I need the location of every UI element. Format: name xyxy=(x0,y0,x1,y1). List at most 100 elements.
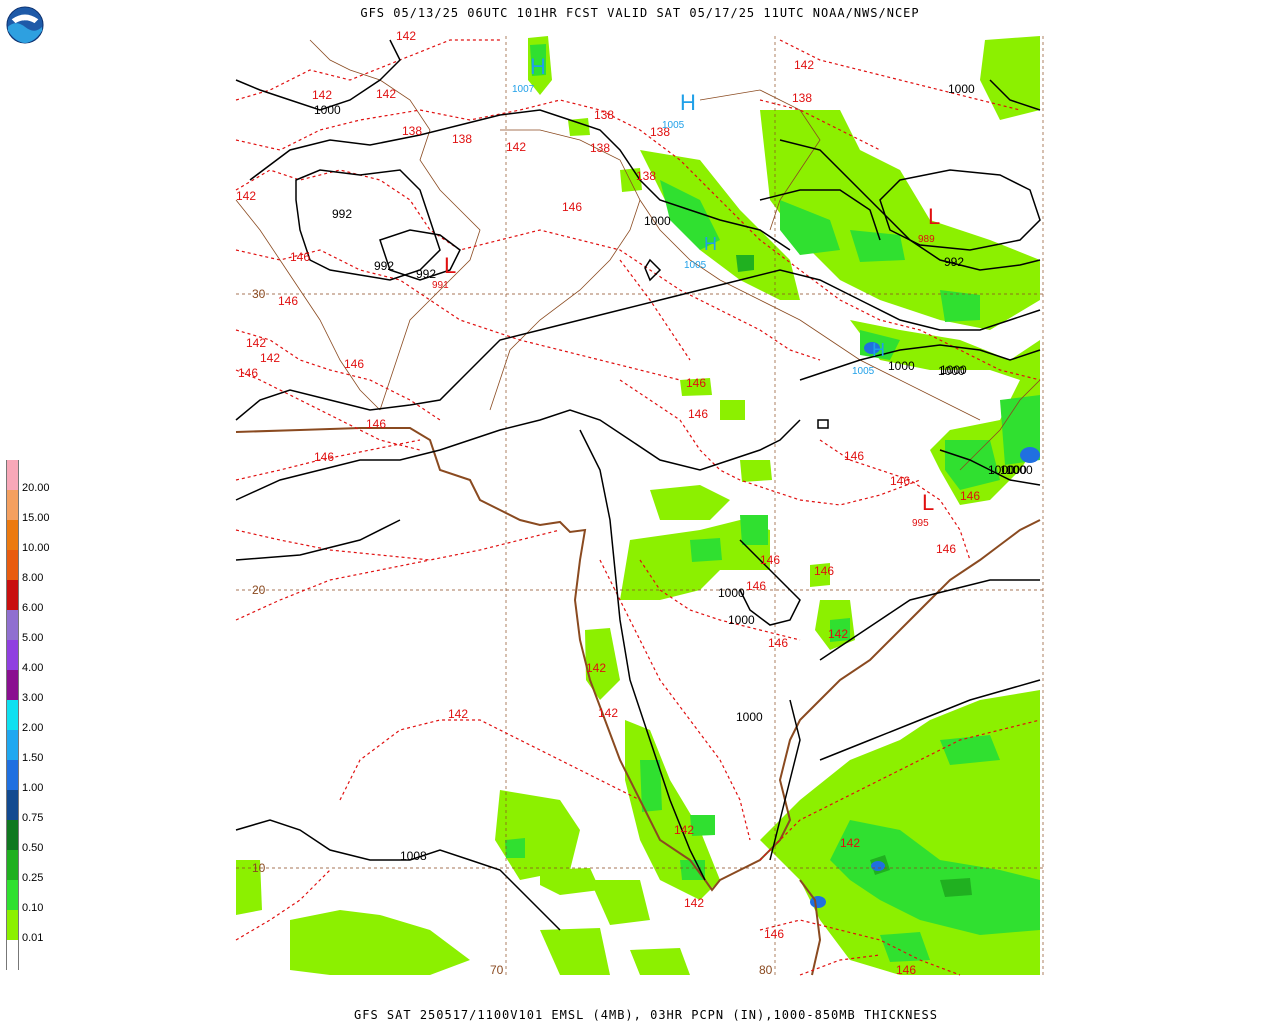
logo-text: NOAA xyxy=(17,16,33,22)
legend-row: 1.50 xyxy=(6,730,66,764)
legend-label: 6.00 xyxy=(22,602,44,614)
pressure-label: 1000 xyxy=(988,463,1015,477)
pressure-label: 1000 xyxy=(1000,463,1027,477)
legend-row: 10.00 xyxy=(6,520,66,554)
thickness-label: 142 xyxy=(448,707,468,721)
thickness-label: 146 xyxy=(688,407,708,421)
legend-label: 10.00 xyxy=(22,542,50,554)
map-title: GFS 05/13/25 06UTC 101HR FCST VALID SAT … xyxy=(360,6,920,20)
legend-row: 1.00 xyxy=(6,760,66,794)
legend-label: 4.00 xyxy=(22,662,44,674)
high-center-letter: H xyxy=(680,90,696,115)
thickness-label: 146 xyxy=(290,250,310,264)
legend-swatch xyxy=(6,730,19,760)
thickness-label: 146 xyxy=(760,553,780,567)
map-footer: GFS SAT 250517/1100V101 EMSL (4MB), 03HR… xyxy=(354,1008,938,1022)
thickness-label: 142 xyxy=(598,706,618,720)
lon-label-70: 70 xyxy=(490,963,504,977)
thickness-label: 146 xyxy=(764,927,784,941)
pressure-label: 1000 xyxy=(728,613,755,627)
pressure-label: 1000 xyxy=(940,363,967,377)
thickness-label: 146 xyxy=(278,294,298,308)
legend-row: 5.00 xyxy=(6,610,66,644)
pressure-label: 1000 xyxy=(314,103,341,117)
thickness-label: 142 xyxy=(506,140,526,154)
legend-label: 8.00 xyxy=(22,572,44,584)
legend-row: 15.00 xyxy=(6,490,66,524)
grid-labels: 30 20 10 70 80 xyxy=(252,287,773,977)
thickness-label: 146 xyxy=(890,474,910,488)
legend-label: 0.01 xyxy=(22,932,44,944)
lon-label-80: 80 xyxy=(759,963,773,977)
legend-swatch xyxy=(6,490,19,520)
legend-row: 6.00 xyxy=(6,580,66,614)
thickness-label: 146 xyxy=(768,636,788,650)
high-center-letter: H xyxy=(872,340,885,360)
thickness-label: 146 xyxy=(936,542,956,556)
legend-swatch xyxy=(6,640,19,670)
thickness-label: 142 xyxy=(312,88,332,102)
thickness-label: 142 xyxy=(396,29,416,43)
pressure-label: 1000 xyxy=(938,364,965,378)
legend-label: 5.00 xyxy=(22,632,44,644)
low-center-value: 995 xyxy=(912,518,929,529)
legend-swatch xyxy=(6,520,19,550)
low-center-value: 991 xyxy=(432,280,449,291)
legend-swatch xyxy=(6,760,19,790)
thickness-label: 146 xyxy=(814,564,834,578)
precipitation-legend: 20.00 15.00 10.00 8.00 6.00 5.00 4.00 3.00 2.00 1… xyxy=(6,460,66,970)
legend-swatch xyxy=(6,790,19,820)
legend-swatch xyxy=(6,940,19,970)
legend-label: 3.00 xyxy=(22,692,44,704)
thickness-label: 142 xyxy=(236,189,256,203)
legend-row: 0.50 xyxy=(6,820,66,854)
thickness-label: 146 xyxy=(896,963,916,977)
pressure-label: 1000 xyxy=(644,214,671,228)
legend-swatch xyxy=(6,910,19,940)
legend-swatch xyxy=(6,850,19,880)
thickness-label: 142 xyxy=(794,58,814,72)
pressure-label: 992 xyxy=(944,255,964,269)
lat-label-30: 30 xyxy=(252,287,266,301)
low-center-letter: L xyxy=(444,253,456,278)
legend-swatch xyxy=(6,820,19,850)
pressure-label: 992 xyxy=(416,267,436,281)
legend-label: 2.00 xyxy=(22,722,44,734)
thickness-label: 142 xyxy=(260,351,280,365)
lat-label-10: 10 xyxy=(252,861,266,875)
thickness-label: 138 xyxy=(650,125,670,139)
precipitation-layer xyxy=(236,36,1040,975)
pressure-label: 1000 xyxy=(718,586,745,600)
high-center-value: 1005 xyxy=(662,120,685,131)
thickness-label: 142 xyxy=(586,661,606,675)
high-center-letter: H xyxy=(704,234,717,254)
thickness-label: 146 xyxy=(366,417,386,431)
lat-lon-grid xyxy=(236,36,1044,978)
pressure-label: 1000 xyxy=(888,359,915,373)
thickness-label: 138 xyxy=(590,141,610,155)
legend-label: 20.00 xyxy=(22,482,50,494)
legend-swatch xyxy=(6,580,19,610)
thickness-label: 138 xyxy=(636,169,656,183)
thickness-label: 146 xyxy=(960,489,980,503)
thickness-label: 142 xyxy=(246,336,266,350)
pressure-label: 1000 xyxy=(736,710,763,724)
legend-row: 20.00 xyxy=(6,460,66,494)
thickness-label: 146 xyxy=(562,200,582,214)
legend-row: 8.00 xyxy=(6,550,66,584)
legend-swatch xyxy=(6,700,19,730)
thickness-label: 142 xyxy=(840,836,860,850)
pressure-label: 992 xyxy=(332,207,352,221)
thickness-label: 142 xyxy=(376,87,396,101)
thickness-label: 146 xyxy=(686,376,706,390)
thickness-label: 138 xyxy=(792,91,812,105)
legend-label: 0.50 xyxy=(22,842,44,854)
legend-swatch xyxy=(6,550,19,580)
thickness-labels: 142 142 142 138 138 138 138 138 138 142 … xyxy=(236,29,980,977)
low-center-letter: L xyxy=(928,204,940,229)
thickness-label: 146 xyxy=(844,449,864,463)
legend-row: 0.10 xyxy=(6,880,66,914)
pressure-centers: H 1007 H 1005 L 991 L 989 L 995 H 1005 H… xyxy=(432,54,940,529)
thickness-label: 146 xyxy=(314,450,334,464)
pressure-label: 992 xyxy=(374,259,394,273)
